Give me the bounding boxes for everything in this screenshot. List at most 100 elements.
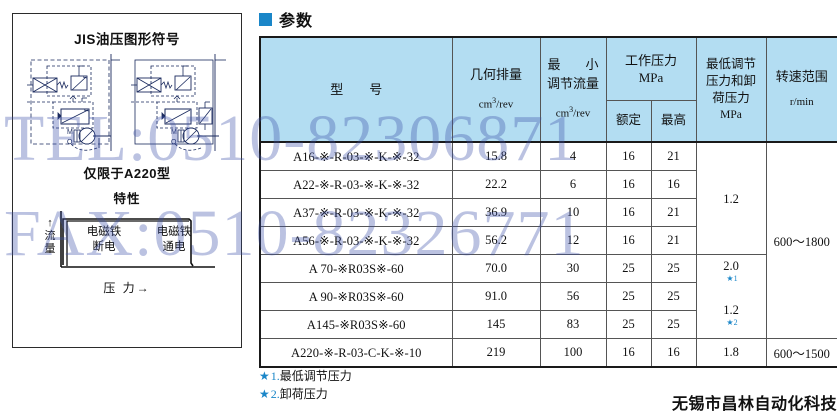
cell-rated: 16 bbox=[605, 170, 652, 199]
coil-on-line1: 电磁铁 bbox=[156, 226, 192, 238]
cell-max: 25 bbox=[650, 254, 697, 283]
chart-y-axis-label: ↑ 流 量 bbox=[43, 217, 57, 256]
cell-min-adjust-row8: 1.8 bbox=[695, 338, 767, 368]
header-working-pressure: 工作压力 MPa bbox=[605, 35, 697, 101]
coil-energized-label: 电磁铁 通电 bbox=[145, 225, 203, 255]
company-name: 无锡市昌林自动化科技 bbox=[671, 396, 837, 413]
coil-off-line2: 断电 bbox=[92, 241, 116, 253]
coil-on-line2: 通电 bbox=[162, 241, 186, 253]
coil-off-line1: 电磁铁 bbox=[86, 226, 122, 238]
section-heading: 参数 bbox=[259, 7, 837, 31]
footnotes-list: ★1.最低调节压力 ★2.卸荷压力 bbox=[259, 367, 352, 403]
table-row: A220-※-R-03-C-K-※-10 219 100 16 16 1.8 6… bbox=[259, 338, 837, 368]
footnote-number: 2. bbox=[270, 387, 280, 401]
cell-rated: 16 bbox=[605, 226, 652, 255]
cell-displacement: 36.9 bbox=[451, 198, 541, 227]
svg-text:M: M bbox=[67, 129, 73, 136]
parameters-table: 型 号 几何排量 cm3/rev 最 小 调节流量 cm3/rev 工作压力 bbox=[259, 35, 837, 368]
cell-max: 16 bbox=[650, 338, 697, 368]
chart-x-axis-label: 压 力→ bbox=[103, 281, 151, 295]
cell-min-adjust-group1: 1.2 bbox=[695, 141, 767, 255]
cell-speed-group1: 600～1800 bbox=[765, 141, 837, 339]
cell-rated: 25 bbox=[605, 282, 652, 311]
cell-model: A145-※R03S※-60 bbox=[259, 310, 453, 339]
cell-max: 21 bbox=[650, 141, 697, 171]
cell-model: A37-※-R-03-※-K-※-32 bbox=[259, 198, 453, 227]
cell-max: 25 bbox=[650, 282, 697, 311]
jis-symbol-title: JIS油压图形符号 bbox=[74, 32, 180, 47]
svg-text:O: O bbox=[171, 139, 177, 146]
cell-max: 21 bbox=[650, 198, 697, 227]
footnote-marker-1: ★1 bbox=[726, 274, 738, 284]
header-min-adjust-pressure: 最低调节 压力和卸 荷压力 MPa bbox=[695, 36, 767, 143]
cell-displacement: 56.2 bbox=[451, 226, 541, 255]
cell-min-flow: 83 bbox=[539, 310, 607, 339]
cell-displacement: 219 bbox=[451, 338, 541, 368]
hydraulic-symbols-row: M O bbox=[13, 54, 241, 159]
section-heading-text: 参数 bbox=[279, 13, 314, 30]
cell-displacement: 70.0 bbox=[451, 254, 541, 283]
cell-max: 21 bbox=[650, 226, 697, 255]
header-model: 型 号 bbox=[259, 36, 453, 143]
cell-model: A56-※-R-03-※-K-※-32 bbox=[259, 226, 453, 255]
footnote-item: ★2.卸荷压力 bbox=[259, 385, 352, 403]
hydraulic-symbol-standard: M O bbox=[27, 54, 125, 159]
footnote-star-icon: ★ bbox=[259, 387, 270, 401]
cell-min-flow: 56 bbox=[539, 282, 607, 311]
characteristic-title: 特性 bbox=[113, 192, 141, 206]
a220-note-label: 仅限于A220型 bbox=[83, 166, 171, 181]
cell-model: A220-※-R-03-C-K-※-10 bbox=[259, 338, 453, 368]
footnote-item: ★1.最低调节压力 bbox=[259, 367, 352, 385]
header-rated: 额定 bbox=[605, 99, 652, 143]
y-axis-char-2: 量 bbox=[44, 243, 56, 255]
table-body: A16-※-R-03-※-K-※-32 15.8 4 16 21 1.2 600… bbox=[259, 141, 837, 368]
cell-min-flow: 30 bbox=[539, 254, 607, 283]
min-adjust-val-2: 1.2 bbox=[723, 302, 739, 317]
cell-rated: 25 bbox=[605, 310, 652, 339]
hydraulic-symbol-a220: M O bbox=[131, 54, 231, 159]
cell-min-adjust-group2: 2.0 ★1 1.2 ★2 bbox=[695, 254, 767, 339]
cell-model: A16-※-R-03-※-K-※-32 bbox=[259, 141, 453, 171]
table-row: A 90-※R03S※-60 91.0 56 25 25 bbox=[259, 282, 837, 311]
square-marker-icon bbox=[259, 12, 272, 26]
table-row: A56-※-R-03-※-K-※-32 56.2 12 16 21 bbox=[259, 226, 837, 255]
svg-text:O: O bbox=[67, 139, 73, 146]
cell-rated: 25 bbox=[605, 254, 652, 283]
footnote-text: 最低调节压力 bbox=[279, 369, 352, 383]
cell-min-flow: 100 bbox=[539, 338, 607, 368]
footnote-text: 卸荷压力 bbox=[279, 387, 328, 401]
cell-min-flow: 6 bbox=[539, 170, 607, 199]
table-header: 型 号 几何排量 cm3/rev 最 小 调节流量 cm3/rev 工作压力 bbox=[259, 35, 837, 143]
cell-min-flow: 12 bbox=[539, 226, 607, 255]
footnote-number: 1. bbox=[270, 369, 280, 383]
table-row: A22-※-R-03-※-K-※-32 22.2 6 16 16 bbox=[259, 170, 837, 199]
cell-model: A22-※-R-03-※-K-※-32 bbox=[259, 170, 453, 199]
header-min-flow: 最 小 调节流量 cm3/rev bbox=[539, 36, 607, 143]
coil-deenergized-label: 电磁铁 断电 bbox=[75, 225, 133, 255]
cell-displacement: 145 bbox=[451, 310, 541, 339]
cell-rated: 16 bbox=[605, 198, 652, 227]
min-adjust-val-1: 2.0 bbox=[723, 259, 739, 274]
cell-displacement: 15.8 bbox=[451, 141, 541, 171]
y-axis-char-1: 流 bbox=[44, 230, 56, 242]
table-row: A37-※-R-03-※-K-※-32 36.9 10 16 21 bbox=[259, 198, 837, 227]
cell-max: 16 bbox=[650, 170, 697, 199]
header-speed-range: 转速范围 r/min bbox=[765, 36, 837, 143]
cell-rated: 16 bbox=[605, 141, 652, 171]
cell-displacement: 22.2 bbox=[451, 170, 541, 199]
cell-speed-row8: 600～1500 bbox=[765, 338, 837, 368]
header-max: 最高 bbox=[650, 99, 697, 143]
characteristic-chart: ↑ 流 量 电磁铁 断电 电磁铁 通电 压 力→ bbox=[13, 209, 241, 295]
y-axis-arrow: ↑ bbox=[47, 217, 53, 229]
cell-rated: 16 bbox=[605, 338, 652, 368]
cell-model: A 90-※R03S※-60 bbox=[259, 282, 453, 311]
footnote-star-icon: ★ bbox=[259, 369, 270, 383]
footnote-marker-2: ★2 bbox=[726, 317, 738, 327]
table-row: A145-※R03S※-60 145 83 25 25 bbox=[259, 310, 837, 339]
diagram-panel: JIS油压图形符号 bbox=[12, 13, 242, 348]
table-row: A 70-※R03S※-60 70.0 30 25 25 2.0 ★1 1.2 ★2 bbox=[259, 254, 837, 339]
parameters-section: 参数 型 号 几何排量 cm3/rev 最 bbox=[257, 0, 837, 419]
svg-text:M: M bbox=[171, 129, 177, 136]
cell-min-flow: 10 bbox=[539, 198, 607, 227]
cell-min-flow: 4 bbox=[539, 141, 607, 171]
